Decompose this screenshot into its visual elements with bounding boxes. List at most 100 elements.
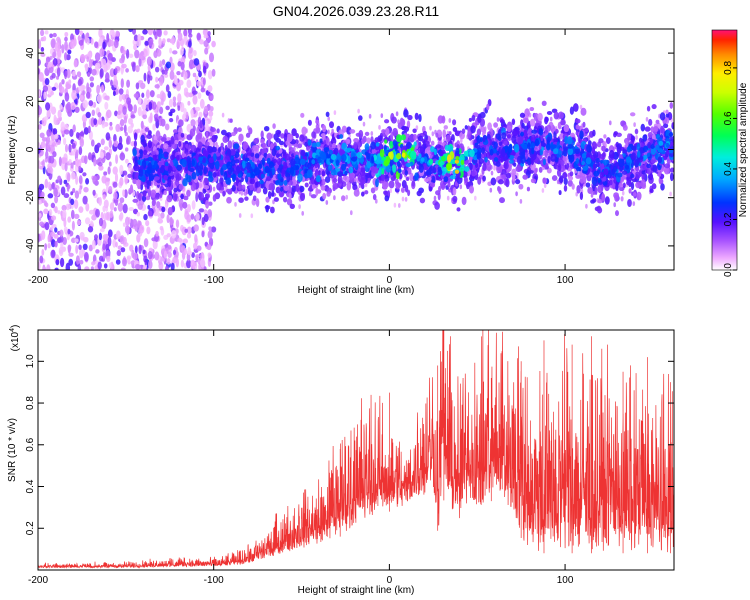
heatmap-cell (71, 90, 77, 100)
heatmap-cell (74, 190, 80, 199)
heatmap-cell (48, 208, 53, 217)
heatmap-cell (63, 129, 70, 135)
heatmap-cell (186, 226, 192, 234)
heatmap-cell (141, 195, 147, 202)
heatmap-cell (208, 126, 212, 133)
heatmap-cell (83, 236, 89, 243)
heatmap-cell (468, 185, 475, 194)
heatmap-cell (126, 255, 132, 260)
heatmap-cell (452, 187, 457, 196)
heatmap-cell (134, 49, 140, 59)
heatmap-cell (320, 184, 326, 191)
heatmap-cell (45, 102, 51, 111)
heatmap-cell (94, 62, 101, 70)
heatmap-cell (197, 132, 203, 140)
heatmap-cell (207, 85, 213, 93)
heatmap-cell (137, 106, 142, 117)
heatmap-cell (514, 179, 521, 185)
heatmap-cell (152, 139, 159, 144)
heatmap-cell (160, 212, 165, 219)
heatmap-cell (114, 172, 119, 183)
heatmap-cell (304, 182, 309, 188)
heatmap-cell (445, 134, 451, 143)
heatmap-cell (80, 53, 86, 63)
heatmap-cell (665, 109, 669, 115)
heatmap-cell (91, 261, 96, 266)
heatmap-cell (83, 186, 89, 193)
heatmap-cell (401, 196, 405, 202)
heatmap-cell (42, 35, 47, 42)
heatmap-cell (342, 175, 347, 181)
heatmap-cell (482, 163, 487, 172)
heatmap-cell (78, 206, 84, 213)
heatmap-cell (620, 196, 624, 202)
heatmap-cell (506, 125, 512, 132)
heatmap-cell (183, 87, 189, 93)
heatmap-cell (48, 155, 55, 164)
heatmap-cell (241, 184, 246, 190)
heatmap-cell (144, 258, 148, 266)
heatmap-cell (82, 172, 87, 177)
heatmap-cell (452, 195, 458, 203)
heatmap-cell (109, 121, 113, 127)
heatmap-cell (102, 234, 108, 241)
heatmap-cell (59, 86, 65, 94)
heatmap-cell (147, 130, 152, 136)
heatmap-cell (636, 191, 642, 201)
heatmap-cell (237, 127, 242, 133)
heatmap-cell (345, 194, 349, 200)
heatmap-cell (117, 110, 121, 116)
heatmap-cell (204, 177, 209, 184)
heatmap-cell (126, 97, 132, 105)
heatmap-cell (358, 115, 363, 121)
heatmap-cell (212, 186, 216, 192)
heatmap-cell (156, 93, 161, 99)
heatmap-cell (38, 106, 43, 116)
heatmap-cell (368, 113, 372, 119)
heatmap-cell (598, 138, 604, 144)
heatmap-cell (657, 172, 662, 177)
heatmap-cell (93, 157, 97, 167)
heatmap-cell (321, 170, 326, 177)
heatmap-cell (286, 133, 293, 143)
heatmap-cell (156, 49, 162, 57)
heatmap-cell (99, 151, 105, 159)
heatmap-cell (85, 111, 91, 119)
heatmap-cell (301, 126, 307, 136)
heatmap-cell (211, 134, 218, 143)
heatmap-cell (331, 142, 337, 149)
heatmap-cell (168, 98, 174, 108)
heatmap-cell (249, 178, 256, 185)
heatmap-cell (630, 173, 635, 179)
heatmap-cell (328, 121, 335, 129)
heatmap-cell (575, 118, 581, 124)
heatmap-cell (430, 140, 435, 146)
heatmap-cell (567, 179, 573, 187)
heatmap-cell (591, 176, 598, 186)
heatmap-cell (122, 170, 128, 176)
heatmap-cell (41, 137, 48, 142)
heatmap-cell (633, 122, 636, 127)
heatmap-cell (188, 92, 194, 98)
heatmap-cell (95, 249, 100, 254)
heatmap-cell (112, 181, 118, 188)
heatmap-cell (185, 143, 189, 149)
heatmap-cell (180, 132, 185, 138)
heatmap-cell (496, 117, 500, 122)
heatmap-cell (151, 237, 157, 242)
heatmap-cell (615, 183, 619, 191)
heatmap-cell (103, 263, 108, 269)
heatmap-cell (67, 216, 72, 223)
heatmap-cell (429, 125, 432, 131)
heatmap-cell (124, 189, 128, 199)
heatmap-cell (527, 97, 532, 102)
heatmap-cell (201, 230, 205, 238)
heatmap-cell (212, 141, 216, 147)
heatmap-cell (142, 29, 148, 35)
heatmap-cell (210, 226, 217, 233)
heatmap-cell (182, 238, 189, 244)
heatmap-cell (645, 117, 649, 122)
heatmap-cell (67, 49, 72, 55)
heatmap-cell (419, 197, 426, 204)
heatmap-cell (120, 267, 126, 270)
